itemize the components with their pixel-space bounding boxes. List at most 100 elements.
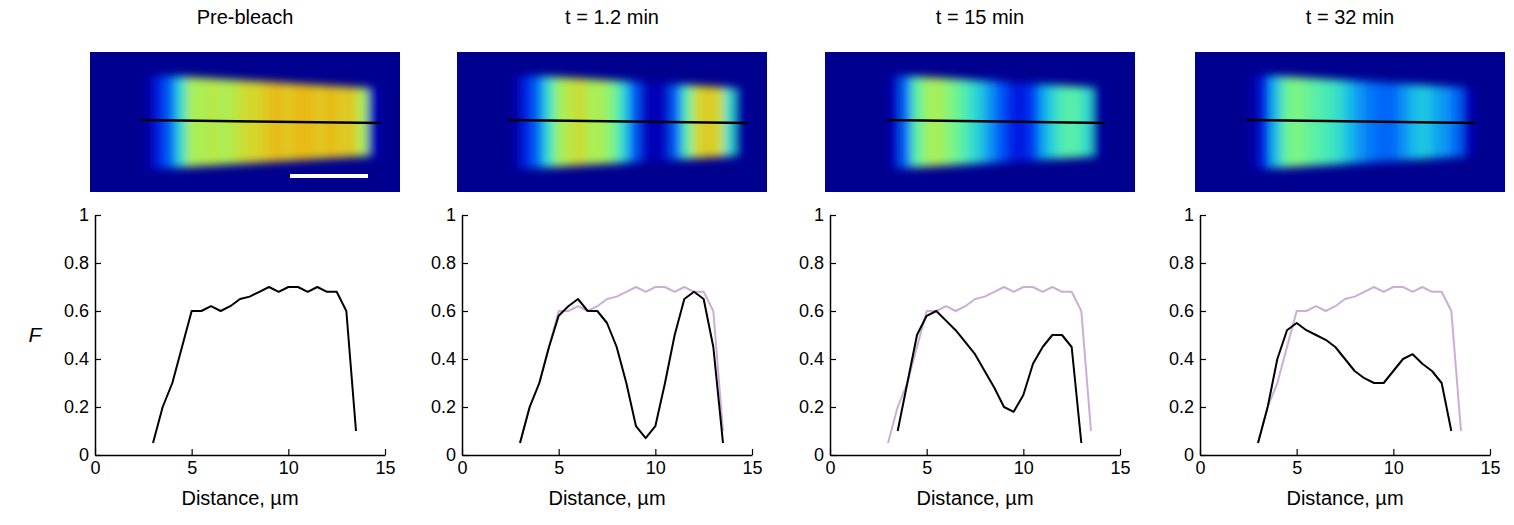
axis-line — [463, 455, 753, 457]
tick-label: 1 — [1184, 205, 1194, 225]
tick-mark — [462, 407, 468, 408]
tick-mark — [462, 311, 468, 312]
tick-mark — [1200, 359, 1206, 360]
tick: 0.6 — [431, 301, 468, 321]
tick: 1 — [814, 205, 836, 225]
tick-mark — [462, 215, 468, 216]
tick: 0 — [446, 445, 468, 465]
cell-strip — [543, 77, 555, 168]
tick-mark — [1393, 449, 1394, 455]
tick-mark — [192, 449, 193, 455]
tick-mark — [95, 407, 101, 408]
cell-strip — [521, 75, 533, 168]
tick-mark — [830, 359, 836, 360]
tick-mark — [830, 215, 836, 216]
image — [457, 52, 767, 192]
tick-mark — [95, 263, 101, 264]
tick-label: 0.4 — [799, 349, 824, 369]
panel: t = 32 min05101500.20.40.60.81Distance, … — [1169, 6, 1505, 509]
tick: 10 — [1384, 449, 1404, 478]
profile-curve — [153, 287, 356, 443]
y-axis: 00.20.40.60.81 — [64, 205, 101, 465]
tick-label: 0 — [90, 458, 100, 478]
tick: 10 — [1014, 449, 1034, 478]
x-axis: 0 5 10 15 — [1195, 449, 1500, 478]
x-axis-title: Distance, µm — [1286, 487, 1403, 509]
tick-mark — [1200, 311, 1206, 312]
cell-strip — [1259, 75, 1271, 168]
tick: 0.2 — [64, 397, 101, 417]
tick: 10 — [646, 449, 666, 478]
tick-label: 15 — [1480, 458, 1500, 478]
tick-label: 0.6 — [799, 301, 824, 321]
panel-title: t = 15 min — [936, 6, 1024, 28]
tick: 10 — [279, 449, 299, 478]
profile-curve — [1258, 323, 1451, 443]
tick-mark — [1120, 449, 1121, 455]
tick-mark — [462, 359, 468, 360]
tick-mark — [462, 455, 468, 456]
profile-curve — [520, 292, 723, 443]
tick: 5 — [922, 449, 932, 478]
tick-label: 0 — [1195, 458, 1205, 478]
tick-mark — [95, 455, 101, 456]
tick-label: 0.8 — [64, 253, 89, 273]
tick-label: 5 — [1292, 458, 1302, 478]
scale-bar — [290, 174, 368, 178]
profile-curve — [898, 311, 1082, 443]
tick: 0.4 — [799, 349, 836, 369]
y-axis: 00.20.40.60.81 — [431, 205, 468, 465]
plot-area — [888, 287, 1091, 443]
axis-line — [96, 455, 386, 457]
tick-label: 0 — [1184, 445, 1194, 465]
tick-label: 0.8 — [1169, 253, 1194, 273]
axis-line — [831, 455, 1121, 457]
tick-label: 0.4 — [431, 349, 456, 369]
tick-label: 1 — [446, 205, 456, 225]
tick-label: 15 — [375, 458, 395, 478]
cell-strip — [1281, 77, 1293, 168]
tick-mark — [559, 449, 560, 455]
cell-strip — [911, 77, 923, 168]
panel-title: t = 32 min — [1306, 6, 1394, 28]
plot-area — [1258, 287, 1461, 443]
tick: 0.4 — [1169, 349, 1206, 369]
tick-mark — [1490, 449, 1491, 455]
tick-mark — [1200, 407, 1206, 408]
image — [90, 52, 400, 192]
tick-mark — [288, 449, 289, 455]
tick-label: 5 — [554, 458, 564, 478]
cell-strip — [186, 77, 198, 167]
tick: 0.2 — [799, 397, 836, 417]
tick-mark — [1200, 215, 1206, 216]
cell-strip — [1270, 76, 1282, 168]
tick: 15 — [1110, 449, 1130, 478]
tick-label: 0.4 — [1169, 349, 1194, 369]
tick: 0.6 — [1169, 301, 1206, 321]
image-background — [825, 52, 1135, 192]
cell-strip — [889, 75, 901, 168]
tick-label: 10 — [646, 458, 666, 478]
tick-mark — [1297, 449, 1298, 455]
y-axis: 00.20.40.60.81 — [1169, 205, 1206, 465]
panel-title: Pre-bleach — [197, 6, 294, 28]
tick: 15 — [742, 449, 762, 478]
x-axis-title: Distance, µm — [181, 487, 298, 509]
tick-mark — [752, 449, 753, 455]
cell-strip — [165, 76, 177, 168]
tick-mark — [830, 311, 836, 312]
tick: 0.6 — [799, 301, 836, 321]
tick-label: 0 — [446, 445, 456, 465]
tick: 0.6 — [64, 301, 101, 321]
tick: 0.4 — [64, 349, 101, 369]
image-background — [457, 52, 767, 192]
tick-label: 15 — [1110, 458, 1130, 478]
tick: 1 — [446, 205, 468, 225]
x-axis-title: Distance, µm — [916, 487, 1033, 509]
axis-line — [462, 216, 464, 456]
x-axis-title: Distance, µm — [548, 487, 665, 509]
tick-mark — [1200, 455, 1206, 456]
figure: Pre-bleach05101500.20.40.60.81Distance, … — [0, 0, 1514, 525]
tick-label: 0.4 — [64, 349, 89, 369]
x-axis: 051015 — [90, 449, 395, 478]
